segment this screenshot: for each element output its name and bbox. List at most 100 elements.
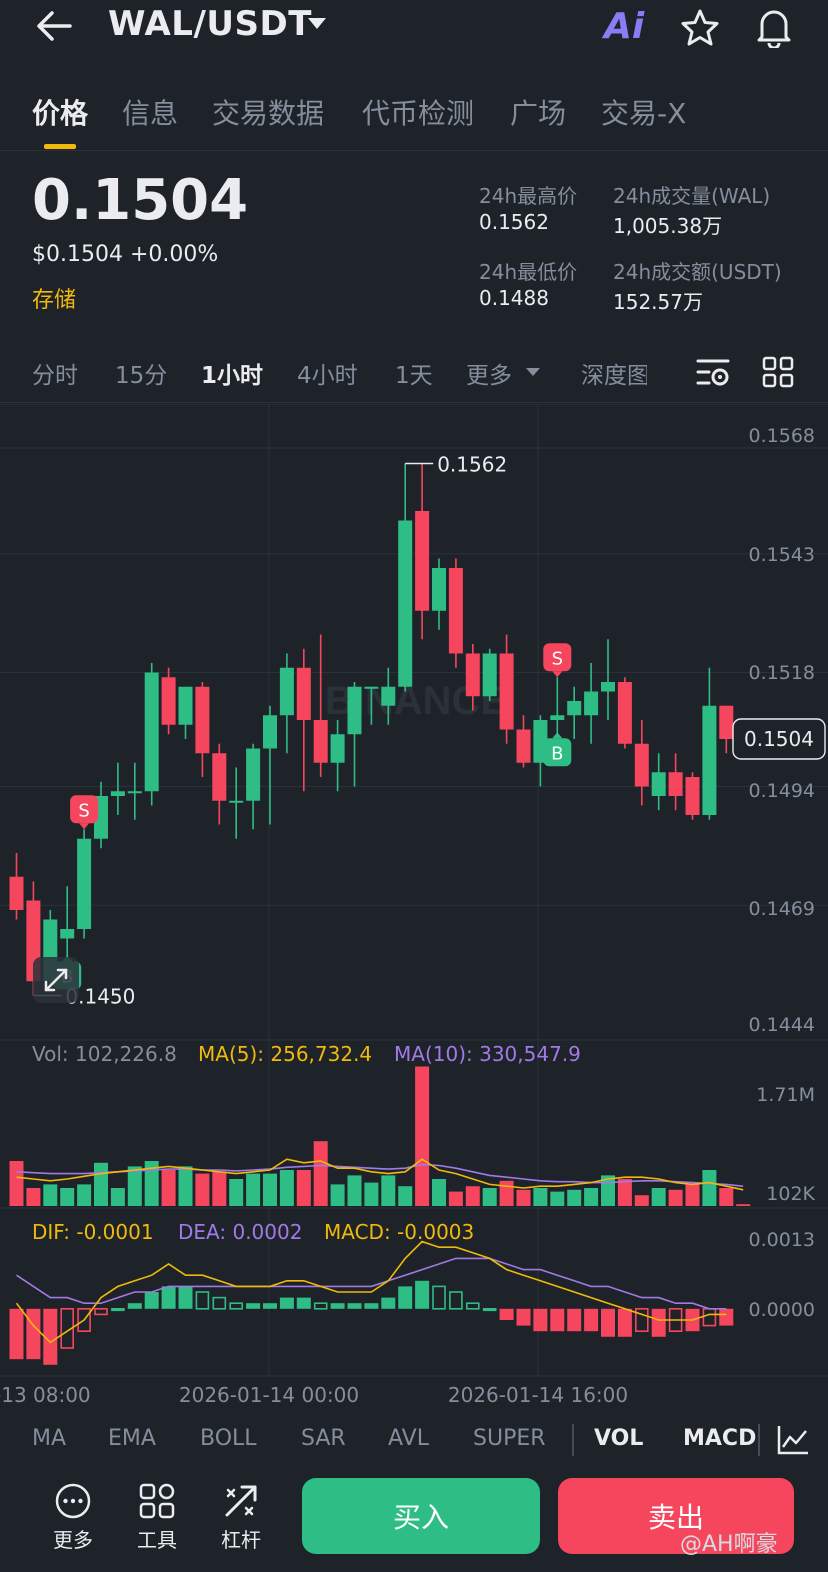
macd-histogram-bar bbox=[296, 1297, 311, 1309]
volume-bar bbox=[110, 1188, 125, 1206]
candle-body bbox=[212, 753, 227, 801]
tab-trading-data[interactable]: 交易数据 bbox=[212, 97, 325, 130]
macd-histogram-bar bbox=[584, 1308, 599, 1332]
tools-label[interactable]: 工具 bbox=[137, 1528, 177, 1552]
candle-body bbox=[668, 772, 683, 796]
interval-timeline[interactable]: 分时 bbox=[32, 363, 78, 389]
volume-bar bbox=[398, 1186, 413, 1206]
top-bar: WAL/USDT Ai bbox=[0, 0, 828, 56]
macd-histogram-bar bbox=[161, 1286, 176, 1309]
last-price: 0.1504 bbox=[32, 168, 249, 233]
macd-histogram-bar bbox=[43, 1308, 58, 1365]
indicator-super[interactable]: SUPER bbox=[473, 1426, 546, 1451]
candle-body bbox=[178, 686, 193, 725]
macd-histogram-bar bbox=[415, 1280, 430, 1309]
candle-body bbox=[364, 686, 379, 689]
indicator-avl[interactable]: AVL bbox=[388, 1426, 429, 1451]
candle-body bbox=[702, 705, 717, 815]
candlestick-chart[interactable]: BINANCE 0.15680.15430.15180.14940.14690.… bbox=[0, 404, 828, 1414]
layout-grid-icon[interactable] bbox=[762, 356, 794, 388]
favorite-star-icon[interactable] bbox=[680, 8, 720, 48]
tools-icon[interactable] bbox=[138, 1482, 176, 1520]
price-axis-label: 0.1444 bbox=[749, 1014, 815, 1036]
indicator-ma[interactable]: MA bbox=[32, 1426, 67, 1451]
volume-bar bbox=[584, 1188, 599, 1206]
interval-1d[interactable]: 1天 bbox=[395, 363, 433, 389]
trading-pair-title[interactable]: WAL/USDT bbox=[108, 4, 312, 44]
candle-body bbox=[296, 667, 311, 720]
volume-bar bbox=[381, 1175, 396, 1206]
macd-histogram-bar bbox=[347, 1303, 362, 1309]
macd-histogram-bar bbox=[364, 1303, 379, 1309]
more-dropdown-icon[interactable] bbox=[526, 368, 540, 376]
candle-body bbox=[246, 748, 261, 801]
chart-settings-icon[interactable] bbox=[695, 356, 731, 388]
volume-bar bbox=[685, 1184, 700, 1206]
price-axis-label: 0.1469 bbox=[749, 898, 815, 920]
expand-chart-button[interactable] bbox=[33, 957, 79, 1003]
buy-button[interactable]: 买入 bbox=[302, 1478, 540, 1554]
leverage-icon[interactable] bbox=[222, 1482, 260, 1520]
tab-trade-x[interactable]: 交易-X bbox=[601, 97, 687, 130]
volume-ma10-line bbox=[16, 1163, 744, 1187]
interval-1h[interactable]: 1小时 bbox=[201, 363, 264, 389]
volume-bar bbox=[60, 1188, 75, 1206]
indicator-boll[interactable]: BOLL bbox=[200, 1426, 257, 1451]
tab-square[interactable]: 广场 bbox=[510, 97, 567, 130]
sell-button[interactable]: 卖出 bbox=[558, 1478, 794, 1554]
marker-pointer bbox=[79, 823, 90, 830]
volume-ma5-line bbox=[16, 1158, 744, 1191]
pair-dropdown-icon[interactable] bbox=[308, 18, 326, 29]
interval-more[interactable]: 更多 bbox=[466, 363, 512, 389]
back-arrow-icon[interactable] bbox=[34, 8, 74, 44]
indicator-sar[interactable]: SAR bbox=[301, 1426, 346, 1451]
tab-info[interactable]: 信息 bbox=[122, 97, 179, 130]
candle-body bbox=[77, 838, 92, 929]
high-price-label: 0.1562 bbox=[437, 453, 507, 477]
price-axis-label: 0.1494 bbox=[749, 780, 815, 802]
indicator-macd[interactable]: MACD bbox=[683, 1426, 757, 1451]
marker-label: S bbox=[552, 648, 563, 669]
interval-15m[interactable]: 15分 bbox=[115, 363, 168, 389]
candle-body bbox=[161, 677, 176, 725]
notification-bell-icon[interactable] bbox=[754, 6, 794, 48]
leverage-label[interactable]: 杠杆 bbox=[221, 1528, 261, 1552]
macd-histogram-bar bbox=[432, 1285, 446, 1310]
volume-bar bbox=[94, 1162, 108, 1206]
macd-histogram-bar bbox=[9, 1308, 24, 1360]
candle-body bbox=[448, 568, 463, 654]
turnover-24h-value: 152.57万 bbox=[613, 290, 703, 314]
interval-4h[interactable]: 4小时 bbox=[297, 363, 358, 389]
ai-assistant-icon[interactable]: Ai bbox=[604, 6, 645, 47]
macd-histogram-bar bbox=[246, 1303, 261, 1309]
volume-bar bbox=[415, 1066, 430, 1206]
macd-histogram-bar bbox=[601, 1308, 615, 1337]
macd-histogram-bar bbox=[449, 1291, 463, 1310]
indicator-vol[interactable]: VOL bbox=[594, 1426, 644, 1451]
indicator-ema[interactable]: EMA bbox=[108, 1426, 156, 1451]
candle-body bbox=[229, 800, 244, 803]
macd-histogram-bar bbox=[111, 1307, 125, 1312]
candle-body bbox=[499, 653, 514, 730]
candle-body bbox=[482, 653, 497, 697]
tab-price[interactable]: 价格 bbox=[32, 97, 89, 130]
volume-bar bbox=[263, 1173, 277, 1206]
depth-chart-tab[interactable]: 深度图 bbox=[581, 363, 647, 389]
indicator-settings-icon[interactable] bbox=[776, 1424, 810, 1456]
marker-badge bbox=[70, 795, 99, 824]
more-icon[interactable] bbox=[54, 1482, 92, 1520]
volume-bar bbox=[482, 1188, 497, 1206]
time-axis-label: 2026-01-14 00:00 bbox=[179, 1383, 359, 1407]
marker-label: S bbox=[78, 800, 89, 821]
macd-axis-label: 0.0013 bbox=[749, 1229, 815, 1251]
candle-body bbox=[9, 876, 24, 910]
category-tag[interactable]: 存储 bbox=[32, 288, 77, 313]
macd-histogram-bar bbox=[465, 1302, 480, 1310]
candle-body bbox=[685, 777, 700, 815]
volume-bar bbox=[634, 1195, 649, 1206]
tab-token-check[interactable]: 代币检测 bbox=[362, 97, 475, 130]
candle-body bbox=[634, 743, 649, 787]
candle-body bbox=[584, 691, 599, 716]
more-label[interactable]: 更多 bbox=[53, 1528, 93, 1552]
volume-bar bbox=[161, 1170, 176, 1206]
